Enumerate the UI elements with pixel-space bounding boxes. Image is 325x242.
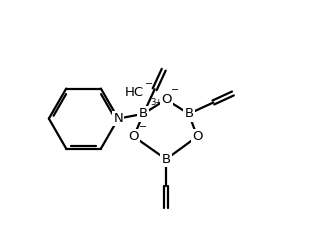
Text: B: B [184, 107, 193, 120]
Text: N: N [113, 112, 123, 125]
Text: B: B [139, 107, 148, 120]
Text: −: − [138, 122, 147, 132]
Text: −: − [145, 79, 153, 89]
Text: O: O [161, 93, 171, 106]
Text: O: O [192, 130, 202, 143]
Text: O: O [129, 130, 139, 143]
Text: −: − [171, 85, 179, 95]
Text: B: B [162, 153, 171, 166]
Text: 3+: 3+ [150, 98, 162, 107]
Text: HC: HC [125, 86, 144, 99]
